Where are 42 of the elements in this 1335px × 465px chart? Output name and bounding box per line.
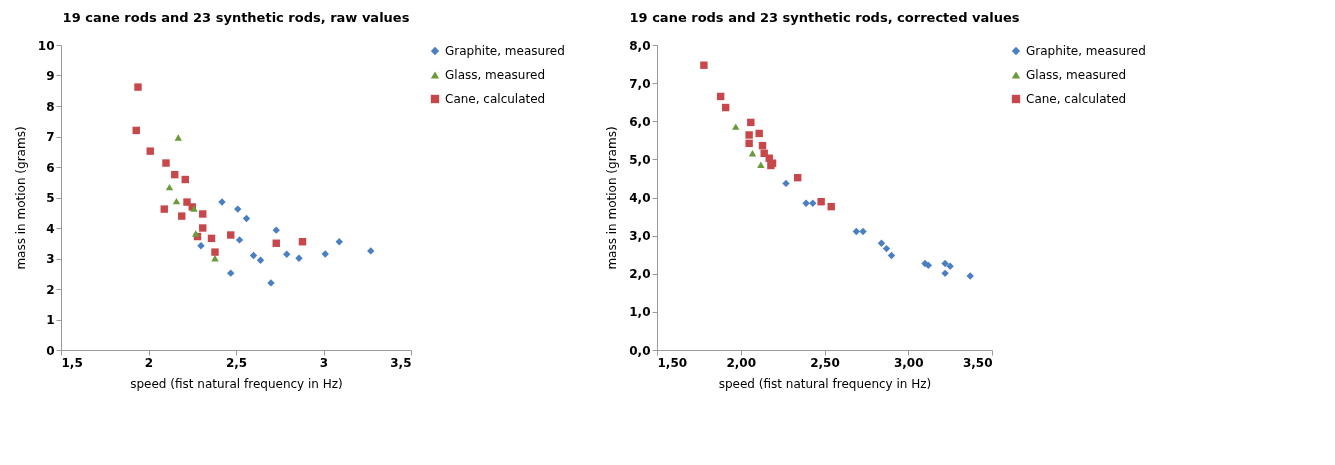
y-tick-label: 1	[46, 313, 55, 327]
y-tick-label: 7	[46, 130, 55, 144]
y-tick-label: 9	[46, 69, 55, 83]
y-tick-label: 3	[46, 252, 55, 266]
legend-label: Graphite, measured	[445, 44, 565, 58]
x-tick-label: 2,5	[225, 355, 248, 370]
y-tick-label: 2	[46, 282, 55, 297]
y-tick-label: 5,0	[629, 152, 651, 167]
x-tick-label: 3,00	[893, 355, 924, 370]
x-tick-label: 2,50	[810, 355, 840, 370]
legend-label: Cane, calculated	[445, 92, 546, 106]
y-axis-title: mass in motion (grams)	[605, 126, 620, 270]
x-tick-label: 3	[319, 355, 329, 370]
y-tick-label: 3,0	[629, 229, 651, 244]
chart-title: 19 cane rods and 23 synthetic rods, corrected values	[629, 10, 1020, 25]
legend-label: Graphite, measured	[1026, 44, 1146, 58]
y-tick-label: 8,0	[629, 38, 651, 53]
y-tick-label: 7,0	[629, 76, 651, 91]
y-tick-label: 6	[46, 160, 55, 175]
x-tick-label: 3,50	[962, 355, 993, 370]
y-tick-label: 8	[46, 99, 55, 114]
x-tick-label: 2	[144, 355, 154, 370]
y-tick-label: 6,0	[629, 114, 651, 129]
y-tick-label: 10	[37, 38, 55, 53]
x-axis-title: speed (fist natural frequency in Hz)	[718, 376, 932, 391]
x-tick-label: 3,5	[390, 355, 412, 370]
chart-title: 19 cane rods and 23 synthetic rods, raw values	[62, 10, 410, 25]
y-tick-label: 0,0	[629, 343, 651, 358]
y-tick-label: 2,0	[629, 267, 651, 282]
x-axis-title: speed (fist natural frequency in Hz)	[130, 376, 343, 391]
legend-label: Glass, measured	[445, 68, 546, 82]
x-tick-label: 1,5	[61, 355, 83, 370]
legend-label: Cane, calculated	[1026, 92, 1127, 106]
y-tick-label: 4,0	[629, 191, 651, 205]
x-tick-label: 2,00	[726, 355, 757, 370]
x-tick-label: 1,50	[657, 355, 688, 370]
y-axis-title: mass in motion (grams)	[13, 126, 28, 270]
y-tick-label: 0	[46, 343, 55, 358]
legend-label: Glass, measured	[1026, 68, 1127, 82]
y-tick-label: 5	[46, 191, 55, 205]
y-tick-label: 4	[46, 221, 55, 236]
y-tick-label: 1,0	[629, 305, 651, 320]
